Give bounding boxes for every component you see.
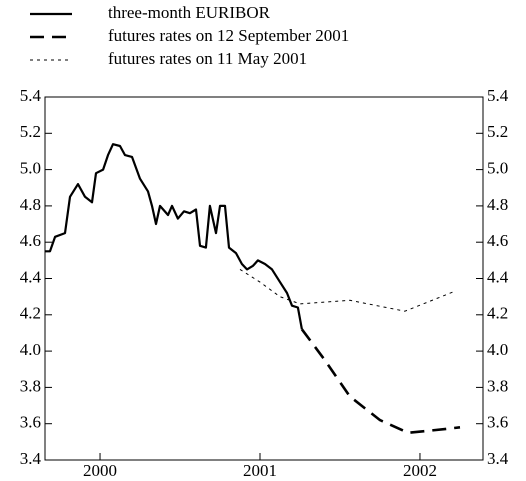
y-tick-label: 4.0 <box>20 340 41 359</box>
y2-tick-label: 5.4 <box>487 86 509 105</box>
x-tick-label: 2000 <box>83 461 117 480</box>
y-tick-label: 5.0 <box>20 159 41 178</box>
y2-tick-label: 4.8 <box>487 195 508 214</box>
y-tick-label: 3.8 <box>20 376 41 395</box>
line-series <box>239 268 456 312</box>
legend-label: three-month EURIBOR <box>108 3 271 22</box>
x-tick-label: 2002 <box>403 461 437 480</box>
y2-tick-label: 3.8 <box>487 376 508 395</box>
y2-tick-label: 4.4 <box>487 267 509 286</box>
x-tick-label: 2001 <box>243 461 277 480</box>
y2-tick-label: 4.6 <box>487 231 508 250</box>
y2-tick-label: 3.6 <box>487 413 508 432</box>
y-tick-label: 3.4 <box>20 449 42 468</box>
line-series <box>300 328 461 435</box>
y2-tick-label: 3.4 <box>487 449 509 468</box>
y-tick-label: 4.8 <box>20 195 41 214</box>
y2-tick-label: 4.2 <box>487 304 508 323</box>
line-series <box>45 143 303 330</box>
y-tick-label: 4.4 <box>20 267 42 286</box>
y-tick-label: 5.4 <box>20 86 42 105</box>
y2-tick-label: 5.2 <box>487 122 508 141</box>
y-tick-label: 4.6 <box>20 231 41 250</box>
y2-tick-label: 5.0 <box>487 159 508 178</box>
legend-label: futures rates on 11 May 2001 <box>108 49 307 68</box>
legend-label: futures rates on 12 September 2001 <box>108 26 349 45</box>
y2-tick-label: 4.0 <box>487 340 508 359</box>
y-tick-label: 4.2 <box>20 304 41 323</box>
y-tick-label: 5.2 <box>20 122 41 141</box>
y-tick-label: 3.6 <box>20 413 41 432</box>
